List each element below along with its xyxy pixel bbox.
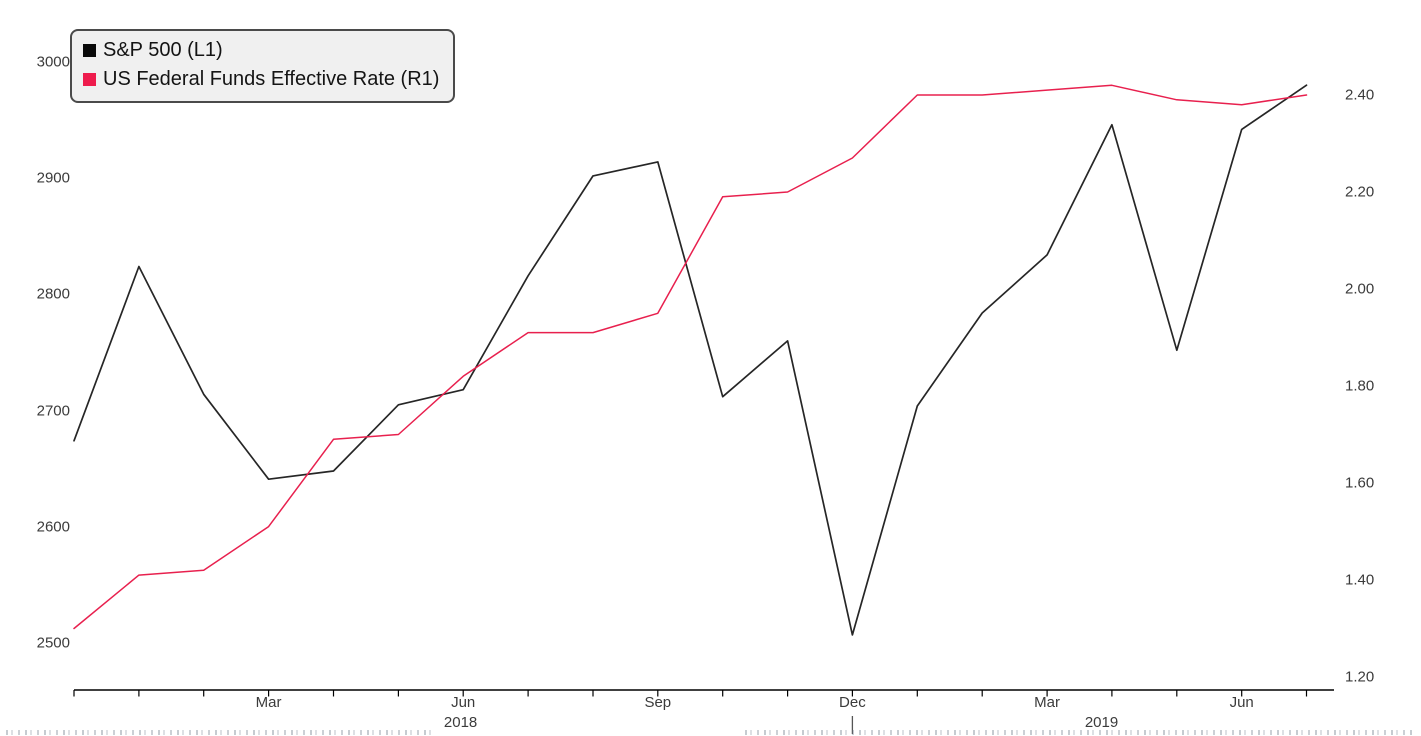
x-axis-month-label: Jun (1229, 694, 1254, 711)
cropped-footer-text (745, 730, 1415, 735)
x-axis-year-label: 2019 (1084, 714, 1119, 731)
y-axis-right-tick-label: 2.40 (1345, 86, 1375, 104)
y-axis-left-tick-label: 2800 (36, 285, 70, 303)
y-axis-right-tick-label: 1.40 (1345, 571, 1375, 589)
y-axis-right-tick-label: 1.20 (1345, 668, 1375, 686)
x-axis-month-label: Sep (644, 694, 672, 711)
legend: S&P 500 (L1) US Federal Funds Effective … (70, 29, 456, 103)
y-axis-right-tick-label: 2.20 (1345, 183, 1375, 201)
legend-item-sp500[interactable]: S&P 500 (L1) (83, 36, 439, 65)
cropped-footer-text (6, 730, 436, 735)
y-axis-left-tick-label: 2900 (36, 169, 70, 187)
fed-funds-swatch-icon (83, 73, 96, 86)
y-axis-right-tick-label: 1.80 (1345, 377, 1375, 395)
x-axis-month-label: Dec (839, 694, 866, 711)
x-axis-month-label: Mar (255, 694, 282, 711)
y-axis-left-tick-label: 3000 (36, 53, 70, 71)
x-axis-month-label: Jun (451, 694, 476, 711)
legend-item-fed-funds-rate[interactable]: US Federal Funds Effective Rate (R1) (83, 65, 439, 94)
y-axis-left-tick-label: 2500 (36, 634, 70, 652)
sp500-swatch-icon (83, 44, 96, 57)
y-axis-left-tick-label: 2700 (36, 402, 70, 420)
x-axis-month-label: Mar (1034, 694, 1061, 711)
y-axis-right-tick-label: 1.60 (1345, 474, 1375, 492)
legend-label-fed-funds-rate: US Federal Funds Effective Rate (R1) (103, 68, 440, 90)
legend-label-sp500: S&P 500 (L1) (103, 39, 223, 61)
x-axis-year-label: 2018 (443, 714, 478, 731)
y-axis-left-tick-label: 2600 (36, 518, 70, 536)
y-axis-right-tick-label: 2.00 (1345, 280, 1375, 298)
